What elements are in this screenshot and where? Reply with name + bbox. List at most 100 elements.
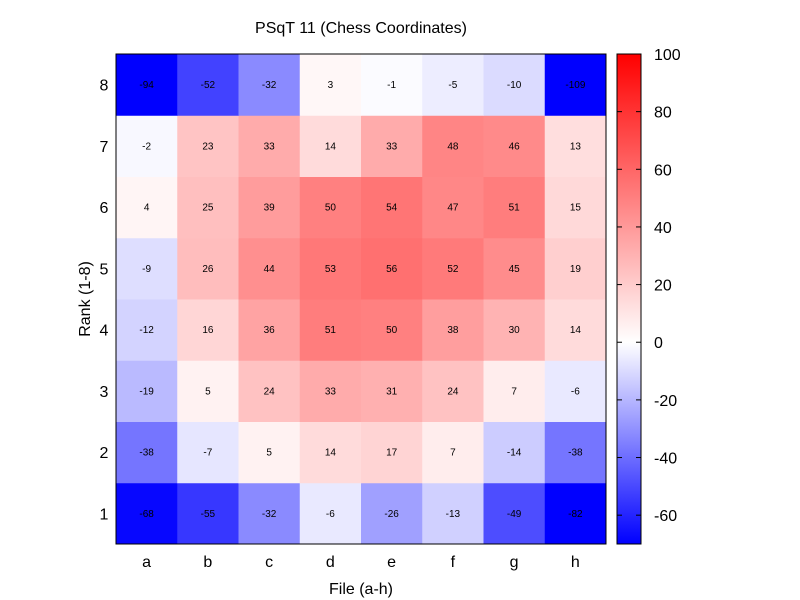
cell-value-label: 44	[264, 264, 276, 275]
heatmap-cell	[116, 115, 178, 177]
heatmap-cell	[299, 237, 362, 300]
cell-value-label: 50	[325, 203, 337, 214]
cell-value-label: 33	[325, 386, 337, 397]
heatmap-cell	[299, 421, 362, 484]
cell-value-label: 14	[570, 325, 582, 336]
cell-value-label: 17	[386, 448, 398, 459]
cell-value-label: 16	[202, 325, 214, 336]
cell-value-label: -7	[203, 448, 212, 459]
cell-value-label: -6	[571, 386, 580, 397]
heatmap-cell	[422, 482, 484, 545]
heatmap-cell	[116, 237, 178, 300]
heatmap-cell	[544, 54, 607, 116]
y-tick-labels: 1 2 3 4 5 6 7 8	[100, 78, 109, 524]
heatmap-cell	[422, 421, 484, 484]
heatmap-cell	[544, 237, 607, 300]
heatmap-cell	[544, 360, 607, 422]
heatmap-cell	[544, 115, 607, 177]
y-tick-label: 2	[100, 445, 109, 462]
cell-value-label: 33	[386, 141, 398, 152]
cell-value-label: -55	[201, 509, 216, 520]
heatmap-cell	[361, 115, 423, 177]
cell-value-label: -52	[201, 80, 216, 91]
x-tick-label: b	[203, 554, 212, 571]
x-axis-label: File (a-h)	[329, 581, 393, 598]
y-tick-label: 7	[100, 139, 109, 156]
cell-value-label: 54	[386, 203, 398, 214]
heatmap-cell	[422, 299, 484, 361]
cell-value-label: 15	[570, 203, 582, 214]
x-tick-label: c	[265, 554, 273, 571]
cell-value-label: 5	[266, 448, 272, 459]
cell-value-label: 47	[447, 203, 459, 214]
cell-value-label: -1	[387, 80, 396, 91]
cell-value-label: -9	[142, 264, 151, 275]
cell-value-label: 14	[325, 141, 337, 152]
heatmap-cells	[116, 54, 607, 545]
heatmap-cell	[361, 176, 423, 239]
heatmap-cell	[177, 176, 239, 239]
colorbar-gradient	[616, 53, 642, 545]
y-tick-label: 4	[100, 323, 109, 340]
heatmap-cell	[361, 54, 423, 116]
heatmap-cell	[483, 54, 546, 116]
heatmap-cell	[483, 360, 546, 422]
cell-value-label: -12	[139, 325, 154, 336]
y-axis-label: Rank (1-8)	[77, 261, 94, 337]
heatmap-cell	[177, 115, 239, 177]
cell-value-label: 46	[509, 141, 521, 152]
cell-value-label: -49	[507, 509, 522, 520]
cell-value-label: -68	[139, 509, 154, 520]
cell-value-label: -26	[384, 509, 399, 520]
heatmap-cell	[238, 299, 301, 361]
heatmap-cell	[116, 54, 178, 116]
cell-value-label: 51	[325, 325, 337, 336]
heatmap-cell	[483, 176, 546, 239]
cell-value-label: 45	[509, 264, 521, 275]
cell-value-label: 13	[570, 141, 582, 152]
cell-value-label: -13	[446, 509, 461, 520]
cell-value-label: 36	[264, 325, 276, 336]
x-tick-label: d	[326, 554, 335, 571]
x-tick-label: a	[142, 554, 151, 571]
heatmap-cell	[361, 299, 423, 361]
heatmap-cell	[116, 176, 178, 239]
heatmap-cell	[544, 421, 607, 484]
heatmap-cell	[299, 115, 362, 177]
heatmap-cell	[238, 115, 301, 177]
x-tick-label: f	[451, 554, 456, 571]
heatmap-cell	[177, 237, 239, 300]
cell-value-label: -6	[326, 509, 335, 520]
plot-frame	[115, 53, 607, 545]
cell-value-label: 33	[264, 141, 276, 152]
cell-value-label: 5	[205, 386, 211, 397]
cell-value-label: -5	[448, 80, 457, 91]
heatmap-cell	[116, 299, 178, 361]
colorbar-tick-label: -20	[654, 393, 677, 410]
heatmap-cell	[422, 176, 484, 239]
cell-value-label: 30	[509, 325, 521, 336]
heatmap-cell	[422, 54, 484, 116]
cell-value-label: -2	[142, 141, 151, 152]
cell-value-label: -38	[139, 448, 154, 459]
cell-value-label: 38	[447, 325, 459, 336]
x-tick-label: g	[510, 554, 519, 571]
cell-value-label: -14	[507, 448, 522, 459]
cell-value-label: -82	[568, 509, 583, 520]
heatmap-cell	[483, 115, 546, 177]
heatmap-cell	[177, 421, 239, 484]
heatmap-cell	[177, 482, 239, 545]
x-tick-label: h	[571, 554, 580, 571]
colorbar-tick-label: 40	[654, 220, 672, 237]
heatmap-cell	[299, 176, 362, 239]
heatmap-cell	[299, 54, 362, 116]
cell-value-label: 52	[447, 264, 459, 275]
heatmap-cell	[116, 482, 178, 545]
colorbar-tick-label: -40	[654, 451, 677, 468]
y-tick-label: 5	[100, 261, 109, 278]
cell-value-label: 56	[386, 264, 398, 275]
heatmap-cell	[544, 299, 607, 361]
cell-value-label: -10	[507, 80, 522, 91]
heatmap-cell	[177, 54, 239, 116]
